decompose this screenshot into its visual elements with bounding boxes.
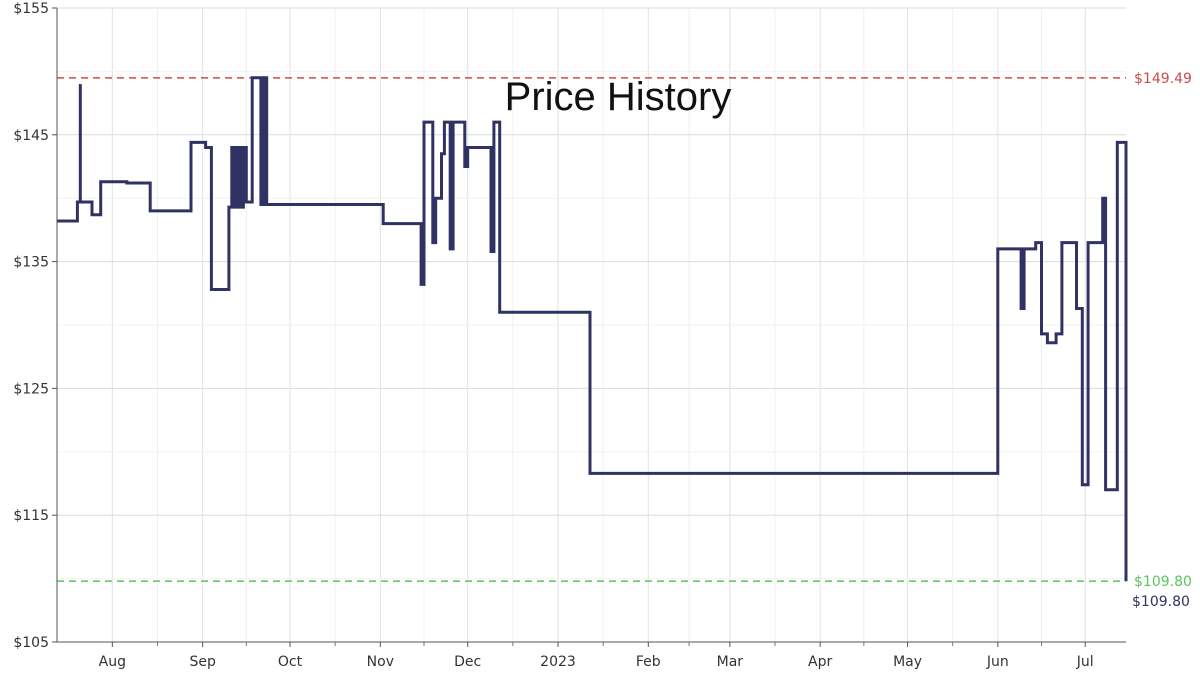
reference-line-label: $149.49 [1134, 71, 1192, 87]
y-tick-label: $155 [13, 1, 49, 17]
reference-line-label: $109.80 [1134, 574, 1192, 590]
y-tick-label: $115 [13, 508, 49, 524]
x-tick-label: May [893, 654, 922, 670]
current-price-label: $109.80 [1132, 594, 1190, 610]
x-axis-ticks: Aug Sep Oct Nov Dec 2023 Feb Mar Apr May Jun Jul [99, 642, 1094, 670]
x-tick-label: Jul [1076, 654, 1094, 670]
y-tick-label: $125 [13, 381, 49, 397]
y-tick-label: $145 [13, 128, 49, 144]
x-tick-label: Aug [99, 654, 126, 670]
x-tick-label: Apr [808, 654, 832, 670]
y-tick-label: $105 [13, 635, 49, 651]
x-tick-label: 2023 [540, 654, 576, 670]
price-series-line [57, 76, 1128, 582]
x-tick-label: Nov [367, 654, 394, 670]
y-tick-label: $135 [13, 255, 49, 271]
chart-title: Price History [505, 75, 732, 119]
x-tick-label: Mar [717, 654, 744, 670]
x-tick-label: Sep [189, 654, 216, 670]
reference-lines: $149.49 $109.80 [57, 71, 1192, 590]
x-tick-label: Jun [986, 654, 1009, 670]
y-axis-ticks: $105 $115 $125 $135 $145 $155 [13, 1, 57, 651]
x-tick-label: Dec [454, 654, 481, 670]
x-tick-label: Feb [636, 654, 661, 670]
x-tick-label: Oct [278, 654, 303, 670]
